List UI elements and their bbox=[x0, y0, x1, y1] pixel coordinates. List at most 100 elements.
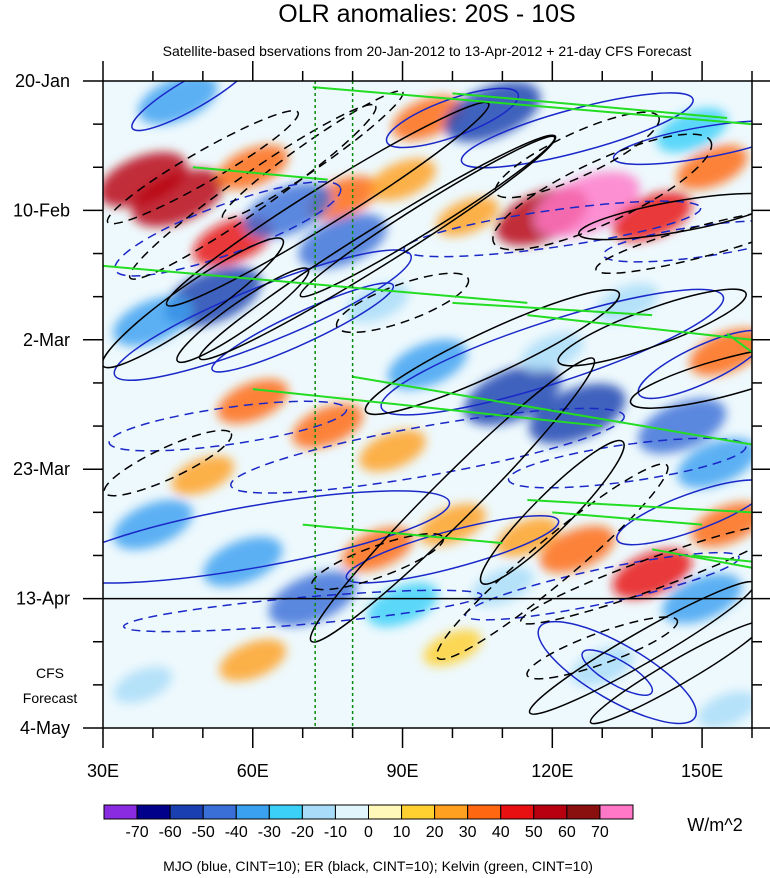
er-contour bbox=[595, 208, 752, 275]
forecast-label-line2: Forecast bbox=[23, 690, 78, 706]
colorbar-swatch bbox=[268, 804, 303, 820]
mjo-contour bbox=[114, 181, 342, 277]
x-tick-label: 90E bbox=[387, 761, 419, 781]
kelvin-contour bbox=[452, 92, 728, 119]
mjo-contour bbox=[211, 282, 395, 373]
colorbar-swatch bbox=[401, 804, 436, 820]
anomaly-blob bbox=[217, 145, 289, 190]
anomaly-blob bbox=[359, 429, 426, 472]
mjo-contour bbox=[616, 479, 752, 546]
colorbar-swatch bbox=[467, 804, 502, 820]
er-contour bbox=[103, 237, 285, 369]
x-tick-label: 150E bbox=[681, 761, 723, 781]
mjo-contour bbox=[507, 437, 747, 489]
anomaly-blob bbox=[203, 536, 283, 587]
mjo-contour bbox=[403, 200, 702, 258]
anomaly-blob bbox=[691, 502, 752, 547]
anomaly-blob bbox=[423, 629, 482, 667]
colorbar-tick-label: 20 bbox=[426, 824, 444, 841]
plot-area bbox=[103, 81, 752, 728]
colorbar-swatch bbox=[566, 804, 601, 820]
y-tick-label: 4-May bbox=[20, 718, 70, 738]
anomaly-blob bbox=[369, 158, 436, 201]
mjo-contour bbox=[602, 219, 752, 263]
kelvin-contour bbox=[192, 166, 328, 181]
plot-frame bbox=[102, 80, 753, 729]
colorbar-tick-label: -50 bbox=[192, 824, 215, 841]
er-contour bbox=[165, 101, 490, 307]
chart-subtitle: Satellite-based bservations from 20-Jan-… bbox=[163, 43, 692, 59]
kelvin-contour bbox=[651, 548, 752, 569]
anomaly-blob bbox=[571, 646, 634, 686]
colorbar-tick-label: 50 bbox=[525, 824, 543, 841]
er-contour bbox=[479, 439, 625, 585]
kelvin-contours bbox=[103, 86, 752, 569]
er-contour bbox=[435, 463, 669, 661]
er-contour bbox=[589, 620, 752, 725]
anomaly-blob bbox=[638, 398, 727, 454]
kelvin-contour bbox=[452, 301, 653, 317]
colorbar: -70 -60 -50 -40 -30 -20 -10 0 10 20 30 40 50 60 70 bbox=[103, 804, 634, 841]
colorbar-swatch bbox=[202, 804, 237, 820]
x-tick-label: 30E bbox=[87, 761, 119, 781]
colorbar-tick-label: -40 bbox=[225, 824, 248, 841]
kelvin-contour bbox=[252, 388, 603, 428]
mjo-contour bbox=[113, 249, 412, 382]
er-contour bbox=[364, 289, 621, 416]
er-contour bbox=[128, 103, 377, 280]
anomaly-blob bbox=[471, 566, 534, 606]
anomaly-blob bbox=[676, 145, 748, 190]
contour-legend-note: MJO (blue, CINT=10); ER (black, CINT=10)… bbox=[163, 858, 593, 874]
forecast-label-line1: CFS bbox=[36, 665, 64, 681]
er-contour bbox=[492, 133, 713, 251]
mjo-contour bbox=[345, 514, 560, 584]
kelvin-contour bbox=[691, 554, 752, 563]
anomaly-blob bbox=[138, 81, 218, 125]
colorbar-swatch bbox=[434, 804, 469, 820]
er-contour bbox=[221, 90, 404, 220]
anomaly-blob bbox=[612, 549, 692, 599]
colorbar-swatch bbox=[235, 804, 270, 820]
kelvin-contour bbox=[552, 511, 703, 526]
colorbar-tick-label: 10 bbox=[393, 824, 411, 841]
x-axis: 30E 60E 90E 120E 150E bbox=[87, 61, 753, 781]
colorbar-tick-label: 70 bbox=[591, 824, 609, 841]
colorbar-tick-label: 30 bbox=[459, 824, 477, 841]
er-contour bbox=[528, 580, 752, 715]
mjo-contour bbox=[108, 400, 348, 452]
er-contour bbox=[526, 616, 679, 680]
kelvin-contour bbox=[352, 375, 752, 446]
olr-anomaly-field bbox=[103, 81, 752, 728]
colorbar-swatch bbox=[169, 804, 204, 820]
er-contour bbox=[557, 288, 747, 367]
colorbar-tick-label: -60 bbox=[159, 824, 182, 841]
y-tick-label: 2-Mar bbox=[23, 330, 70, 350]
anomaly-blob bbox=[689, 328, 752, 376]
mjo-contour bbox=[103, 490, 451, 584]
er-contour bbox=[176, 267, 310, 364]
anomaly-blob bbox=[342, 527, 414, 572]
colorbar-swatch bbox=[334, 804, 369, 820]
y-tick-label: 20-Jan bbox=[15, 71, 70, 91]
colorbar-tick-label: 60 bbox=[558, 824, 576, 841]
mjo-contour bbox=[230, 407, 625, 494]
kelvin-contour bbox=[726, 332, 752, 353]
anomaly-blob bbox=[219, 639, 287, 682]
anomaly-blob bbox=[529, 383, 626, 444]
mjo-contour bbox=[612, 120, 752, 166]
anomaly-blob bbox=[697, 691, 752, 728]
anomaly-blob bbox=[521, 332, 584, 372]
kelvin-contour bbox=[302, 523, 503, 545]
x-tick-label: 60E bbox=[237, 761, 269, 781]
anomaly-blob bbox=[243, 182, 332, 238]
chart-title: OLR anomalies: 20S - 10S bbox=[278, 0, 575, 28]
kelvin-contour bbox=[103, 264, 528, 304]
x-tick-label: 120E bbox=[531, 761, 573, 781]
er-contour bbox=[629, 344, 752, 409]
y-axis: 20-Jan 10-Feb 2-Mar 23-Mar 13-Apr 4-May bbox=[13, 71, 770, 738]
colorbar-swatch bbox=[599, 804, 634, 820]
colorbar-swatch bbox=[368, 804, 403, 820]
colorbar-swatch bbox=[500, 804, 535, 820]
colorbar-swatch bbox=[136, 804, 171, 820]
